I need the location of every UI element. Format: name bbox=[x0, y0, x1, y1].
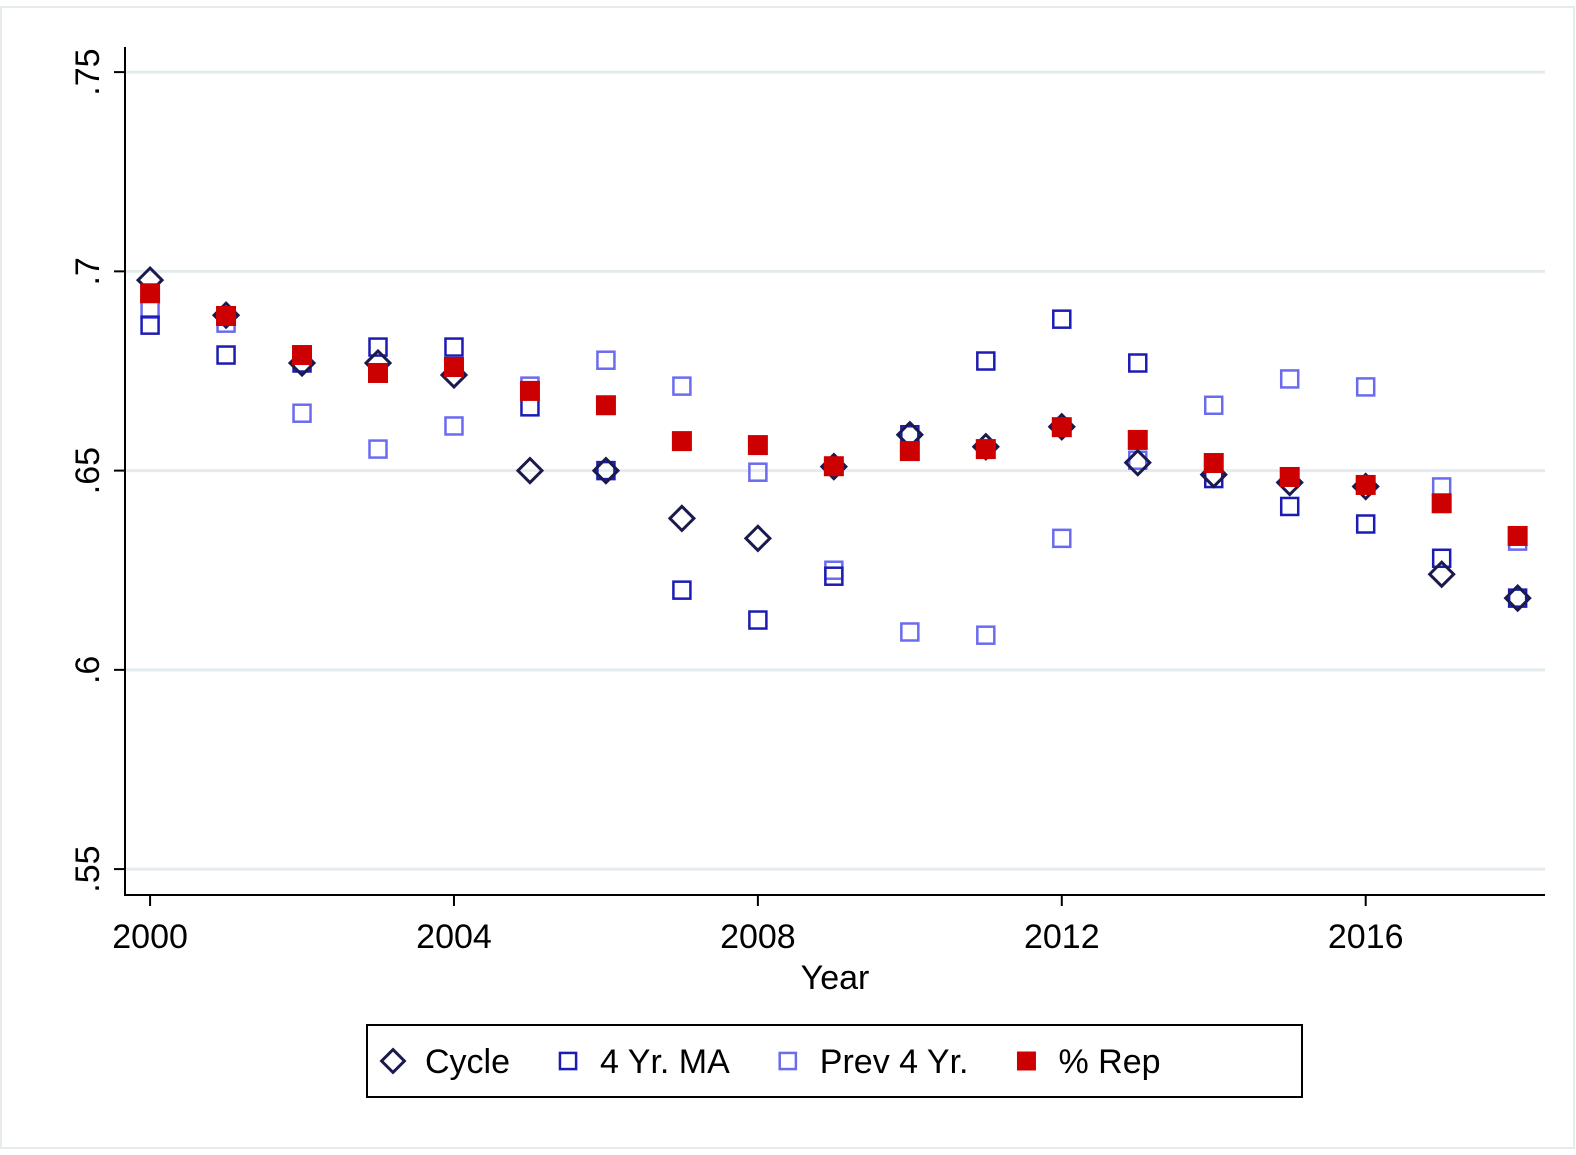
square-marker bbox=[748, 610, 768, 630]
square-marker bbox=[1279, 369, 1300, 389]
diamond-marker bbox=[515, 456, 545, 485]
square-marker bbox=[1127, 429, 1148, 450]
square-marker bbox=[1052, 528, 1072, 549]
chart-frame bbox=[0, 6, 1575, 1149]
diamond-marker bbox=[1123, 448, 1152, 477]
square-marker bbox=[558, 1051, 578, 1071]
square-marker bbox=[368, 362, 389, 383]
square-marker bbox=[823, 456, 844, 477]
legend-label: Cycle bbox=[425, 1043, 510, 1081]
legend-label: 4 Yr. MA bbox=[600, 1043, 730, 1081]
square-marker bbox=[899, 441, 920, 462]
square-marker bbox=[595, 395, 616, 416]
square-marker bbox=[140, 283, 161, 304]
y-tick-label: .65 bbox=[69, 447, 107, 494]
diamond-marker bbox=[591, 456, 621, 485]
square-marker bbox=[216, 305, 237, 326]
square-marker bbox=[1507, 525, 1528, 546]
square-marker bbox=[1431, 493, 1452, 514]
square-marker bbox=[671, 431, 692, 452]
x-tick-label: 2016 bbox=[1328, 918, 1404, 956]
square-marker bbox=[1279, 496, 1300, 517]
square-marker bbox=[1431, 548, 1452, 569]
square-marker bbox=[1128, 353, 1148, 373]
legend-label: Prev 4 Yr. bbox=[820, 1043, 969, 1081]
legend-box bbox=[366, 1024, 1303, 1098]
square-marker bbox=[140, 315, 160, 335]
square-marker bbox=[976, 625, 996, 645]
diamond-marker bbox=[379, 1047, 407, 1075]
square-marker bbox=[824, 566, 844, 586]
square-marker bbox=[1355, 514, 1376, 534]
y-tick-label: .75 bbox=[69, 48, 107, 95]
square-marker bbox=[1016, 1051, 1036, 1071]
square-marker bbox=[596, 460, 616, 481]
square-marker bbox=[443, 356, 464, 377]
square-marker bbox=[900, 622, 920, 642]
square-marker bbox=[748, 462, 768, 482]
square-marker bbox=[216, 345, 236, 365]
square-marker bbox=[672, 580, 692, 600]
square-marker bbox=[1507, 588, 1528, 608]
square-marker bbox=[1203, 395, 1224, 415]
square-marker bbox=[1279, 466, 1300, 487]
square-marker bbox=[976, 351, 996, 371]
square-marker bbox=[1355, 474, 1376, 495]
square-marker bbox=[1355, 377, 1376, 397]
square-marker bbox=[519, 380, 540, 401]
x-tick-label: 2012 bbox=[1024, 918, 1100, 956]
square-marker bbox=[368, 439, 388, 459]
square-marker bbox=[292, 403, 312, 423]
square-marker bbox=[1051, 417, 1072, 438]
square-marker bbox=[444, 416, 464, 436]
y-tick-label: .55 bbox=[69, 845, 107, 892]
square-marker bbox=[444, 337, 464, 357]
square-marker bbox=[1052, 309, 1072, 329]
legend: Cycle 4 Yr. MA Prev 4 Yr. % Rep bbox=[366, 1024, 1303, 1098]
x-tick-label: 2004 bbox=[416, 918, 492, 956]
x-axis-label: Year bbox=[801, 959, 870, 997]
x-tick-label: 2000 bbox=[112, 918, 188, 956]
square-marker bbox=[596, 350, 616, 370]
square-marker bbox=[975, 439, 996, 460]
diamond-marker bbox=[743, 524, 773, 553]
diamond-marker bbox=[1427, 560, 1456, 589]
series bbox=[140, 283, 1528, 546]
y-tick-label: .6 bbox=[69, 656, 107, 684]
diamond-marker bbox=[667, 504, 697, 533]
legend-label: % Rep bbox=[1058, 1043, 1160, 1081]
square-marker bbox=[1203, 453, 1224, 474]
square-marker bbox=[778, 1051, 798, 1071]
square-marker bbox=[292, 345, 313, 366]
square-marker bbox=[747, 435, 768, 456]
x-tick-label: 2008 bbox=[720, 918, 796, 956]
square-marker bbox=[672, 376, 692, 396]
diamond-marker bbox=[1503, 583, 1532, 613]
y-tick-label: .7 bbox=[69, 257, 107, 285]
square-marker bbox=[368, 337, 388, 357]
